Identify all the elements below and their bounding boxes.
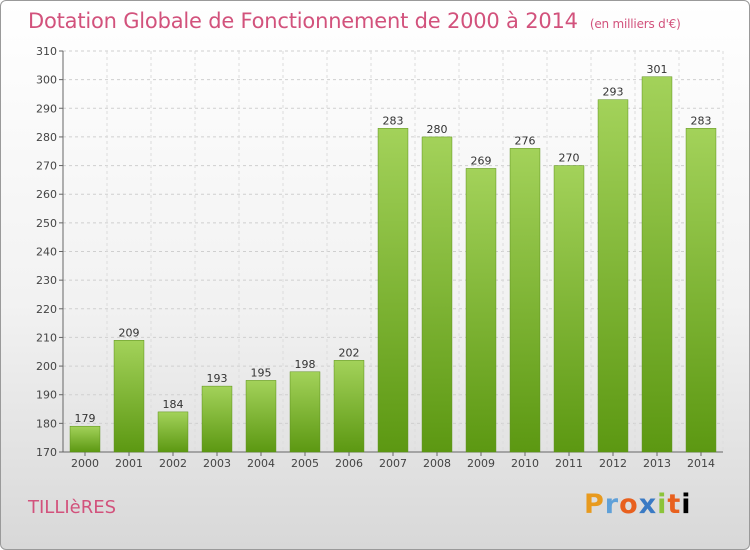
data-label: 179	[75, 412, 96, 425]
bar	[69, 425, 101, 453]
x-tick-label: 2012	[599, 457, 627, 470]
y-tick-label: 270	[36, 160, 57, 173]
x-tick-label: 2006	[335, 457, 363, 470]
x-tick-label: 2002	[159, 457, 187, 470]
x-tick-label: 2003	[203, 457, 231, 470]
y-tick-label: 180	[36, 417, 57, 430]
x-tick-label: 2010	[511, 457, 539, 470]
bar	[333, 360, 365, 453]
data-label: 193	[207, 372, 228, 385]
data-label: 198	[295, 358, 316, 371]
data-label: 202	[339, 346, 360, 359]
y-tick-label: 260	[36, 188, 57, 201]
y-tick-label: 300	[36, 74, 57, 87]
y-tick-label: 170	[36, 446, 57, 459]
x-tick-label: 2008	[423, 457, 451, 470]
y-tick-label: 250	[36, 217, 57, 230]
y-tick-label: 310	[36, 45, 57, 58]
bars	[69, 76, 717, 453]
y-tick-label: 290	[36, 102, 57, 115]
data-label: 209	[119, 326, 140, 339]
x-tick-label: 2005	[291, 457, 319, 470]
x-tick-label: 2004	[247, 457, 275, 470]
chart-subtitle: (en milliers d'€)	[589, 17, 681, 31]
bar	[597, 99, 629, 453]
x-tick-label: 2013	[643, 457, 671, 470]
axes: 170 180 190 200 210 220 230 240 250 260 270 280 290 3…	[36, 45, 723, 470]
y-tick-label: 240	[36, 246, 57, 259]
data-label: 283	[383, 114, 404, 127]
data-label: 301	[647, 63, 668, 76]
y-tick-label: 210	[36, 331, 57, 344]
x-tick-label: 2011	[555, 457, 583, 470]
data-label: 195	[251, 366, 272, 379]
bar	[509, 148, 541, 453]
data-label: 276	[515, 134, 536, 147]
data-label: 270	[559, 152, 580, 165]
bar	[201, 385, 233, 453]
y-tick-label: 190	[36, 389, 57, 402]
bar	[289, 371, 321, 453]
bar	[465, 168, 497, 453]
value-labels: 179 209 184 193 195 198 202 283 280 269 276 270 293 3…	[75, 63, 712, 425]
x-tick-label: 2007	[379, 457, 407, 470]
bar	[157, 411, 189, 453]
x-tick-label: 2000	[71, 457, 99, 470]
proxiti-logo: Proxiti	[584, 489, 692, 520]
bar	[641, 76, 673, 453]
x-tick-label: 2009	[467, 457, 495, 470]
data-label: 280	[427, 123, 448, 136]
y-tick-label: 280	[36, 131, 57, 144]
y-tick-label: 200	[36, 360, 57, 373]
data-label: 293	[603, 86, 624, 99]
bar	[553, 165, 585, 453]
bar	[113, 340, 145, 453]
x-tick-label: 2001	[115, 457, 143, 470]
data-label: 269	[471, 154, 492, 167]
chart-title: Dotation Globale de Fonctionnement de 20…	[28, 9, 681, 33]
x-tick-label: 2014	[687, 457, 715, 470]
data-label: 283	[691, 114, 712, 127]
bar	[377, 128, 409, 453]
y-tick-label: 230	[36, 274, 57, 287]
bar	[245, 380, 277, 453]
bar	[685, 128, 717, 453]
y-tick-label: 220	[36, 303, 57, 316]
bar	[421, 136, 453, 453]
commune-name: TILLIèRES	[28, 497, 117, 518]
data-label: 184	[163, 398, 184, 411]
